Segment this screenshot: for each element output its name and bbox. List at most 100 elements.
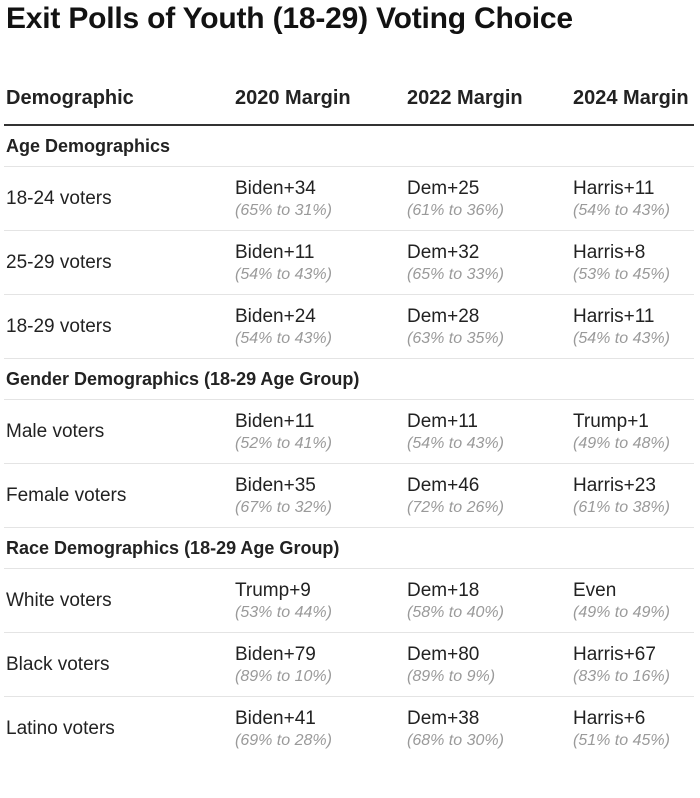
margin-cell: Trump+1 (49% to 48%): [571, 399, 694, 464]
table-row: Male voters Biden+11 (52% to 41%) Dem+11 (54…: [4, 399, 694, 464]
margin-value: Harris+23: [573, 474, 656, 496]
vote-split: (68% to 30%): [407, 731, 504, 749]
vote-split: (89% to 10%): [235, 667, 332, 685]
vote-split: (83% to 16%): [573, 667, 670, 685]
margin-value: Even: [573, 579, 617, 601]
vote-split: (54% to 43%): [235, 265, 332, 283]
vote-split: (63% to 35%): [407, 329, 504, 347]
margin-cell: Dem+11 (54% to 43%): [405, 399, 571, 464]
margin-value: Harris+11: [573, 305, 655, 327]
margin-cell: Harris+23 (61% to 38%): [571, 463, 694, 528]
margin-cell: Dem+46 (72% to 26%): [405, 463, 571, 528]
margin-value: Biden+11: [235, 241, 315, 263]
table-row: Latino voters Biden+41 (69% to 28%) Dem+38 (…: [4, 697, 694, 761]
margin-value: Dem+28: [407, 305, 480, 327]
vote-split: (54% to 43%): [573, 201, 670, 219]
margin-cell: Biden+79 (89% to 10%): [233, 632, 405, 697]
margin-value: Dem+18: [407, 579, 480, 601]
demographic-cell: Black voters: [4, 632, 233, 697]
demographic-cell: White voters: [4, 568, 233, 633]
demographic-cell: 18-24 voters: [4, 166, 233, 231]
vote-split: (53% to 44%): [235, 603, 332, 621]
margin-cell: Harris+67 (83% to 16%): [571, 632, 694, 697]
column-header-2024: 2024 Margin: [571, 84, 694, 126]
table-header: Demographic 2020 Margin 2022 Margin 2024…: [4, 84, 694, 126]
vote-split: (54% to 43%): [573, 329, 670, 347]
table-row: White voters Trump+9 (53% to 44%) Dem+18 (58…: [4, 568, 694, 633]
column-header-2020: 2020 Margin: [233, 84, 405, 126]
vote-split: (72% to 26%): [407, 498, 504, 516]
margin-value: Biden+11: [235, 410, 315, 432]
margin-cell: Biden+11 (54% to 43%): [233, 230, 405, 295]
margin-cell: Biden+41 (69% to 28%): [233, 697, 405, 761]
margin-value: Dem+38: [407, 707, 480, 729]
margin-value: Harris+11: [573, 177, 655, 199]
vote-split: (65% to 33%): [407, 265, 504, 283]
vote-split: (61% to 36%): [407, 201, 504, 219]
margin-cell: Trump+9 (53% to 44%): [233, 568, 405, 633]
group-row: Age Demographics: [4, 125, 694, 167]
margin-cell: Biden+11 (52% to 41%): [233, 399, 405, 464]
vote-split: (54% to 43%): [407, 434, 504, 452]
table-row: 18-29 voters Biden+24 (54% to 43%) Dem+28 (6…: [4, 294, 694, 359]
column-header-demographic: Demographic: [4, 84, 233, 126]
margin-value: Biden+24: [235, 305, 316, 327]
group-row: Gender Demographics (18-29 Age Group): [4, 358, 694, 400]
group-row: Race Demographics (18-29 Age Group): [4, 527, 694, 569]
margin-cell: Dem+38 (68% to 30%): [405, 697, 571, 761]
margin-value: Dem+80: [407, 643, 480, 665]
margin-cell: Even (49% to 49%): [571, 568, 694, 633]
margin-value: Dem+32: [407, 241, 480, 263]
demographic-cell: Female voters: [4, 463, 233, 528]
margin-value: Biden+34: [235, 177, 316, 199]
vote-split: (58% to 40%): [407, 603, 504, 621]
margin-value: Biden+41: [235, 707, 316, 729]
margin-cell: Dem+28 (63% to 35%): [405, 294, 571, 359]
header-row: Demographic 2020 Margin 2022 Margin 2024…: [4, 84, 694, 126]
margin-value: Biden+35: [235, 474, 316, 496]
vote-split: (49% to 48%): [573, 434, 670, 452]
vote-split: (61% to 38%): [573, 498, 670, 516]
margin-value: Dem+11: [407, 410, 478, 432]
demographic-cell: Male voters: [4, 399, 233, 464]
margin-value: Biden+79: [235, 643, 316, 665]
vote-split: (54% to 43%): [235, 329, 332, 347]
exit-poll-table: Demographic 2020 Margin 2022 Margin 2024…: [4, 84, 694, 760]
margin-cell: Dem+18 (58% to 40%): [405, 568, 571, 633]
margin-cell: Dem+80 (89% to 9%): [405, 632, 571, 697]
page-title: Exit Polls of Youth (18-29) Voting Choic…: [6, 2, 573, 35]
table-body: Age Demographics 18-24 voters Biden+34 (65%…: [4, 125, 694, 760]
margin-cell: Harris+11 (54% to 43%): [571, 294, 694, 359]
margin-cell: Harris+6 (51% to 45%): [571, 697, 694, 761]
margin-cell: Dem+25 (61% to 36%): [405, 166, 571, 231]
margin-value: Trump+9: [235, 579, 311, 601]
margin-value: Trump+1: [573, 410, 649, 432]
demographic-cell: Latino voters: [6, 717, 115, 739]
column-header-2022: 2022 Margin: [405, 84, 571, 126]
margin-value: Harris+6: [573, 707, 646, 729]
group-label: Gender Demographics (18-29 Age Group): [4, 358, 694, 400]
margin-cell: Biden+24 (54% to 43%): [233, 294, 405, 359]
group-label: Race Demographics (18-29 Age Group): [4, 527, 694, 569]
margin-cell: Biden+34 (65% to 31%): [233, 166, 405, 231]
table-row: 25-29 voters Biden+11 (54% to 43%) Dem+32 (6…: [4, 230, 694, 295]
vote-split: (53% to 45%): [573, 265, 670, 283]
margin-cell: Harris+8 (53% to 45%): [571, 230, 694, 295]
demographic-cell: 18-29 voters: [4, 294, 233, 359]
table-row: 18-24 voters Biden+34 (65% to 31%) Dem+25 (6…: [4, 166, 694, 231]
margin-cell: Dem+32 (65% to 33%): [405, 230, 571, 295]
demographic-cell: 25-29 voters: [4, 230, 233, 295]
vote-split: (52% to 41%): [235, 434, 332, 452]
vote-split: (65% to 31%): [235, 201, 332, 219]
vote-split: (49% to 49%): [573, 603, 670, 621]
vote-split: (69% to 28%): [235, 731, 332, 749]
vote-split: (89% to 9%): [407, 667, 496, 685]
margin-value: Harris+67: [573, 643, 656, 665]
table-row: Black voters Biden+79 (89% to 10%) Dem+80 (8…: [4, 632, 694, 697]
margin-value: Harris+8: [573, 241, 646, 263]
vote-split: (51% to 45%): [573, 731, 670, 749]
vote-split: (67% to 32%): [235, 498, 332, 516]
margin-value: Dem+46: [407, 474, 480, 496]
table-row: Female voters Biden+35 (67% to 32%) Dem+46 (…: [4, 463, 694, 528]
